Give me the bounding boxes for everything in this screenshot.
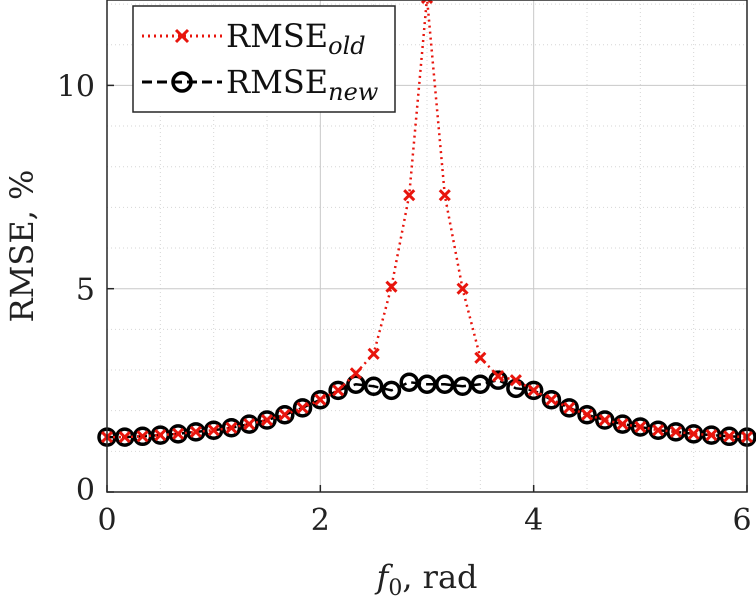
data-point-new	[292, 398, 313, 418]
data-point-old	[492, 370, 505, 383]
data-point-new	[381, 380, 402, 401]
data-point-old	[634, 420, 647, 434]
y-tick-label: 5	[76, 273, 95, 308]
data-point-old	[438, 189, 451, 202]
legend-box	[132, 5, 396, 113]
data-point-old	[456, 282, 469, 295]
data-point-old	[420, 0, 434, 5]
data-point-old	[332, 384, 345, 397]
data-point-new	[630, 417, 651, 437]
legend-label-old-sub: old	[328, 32, 366, 60]
data-point-old	[723, 430, 736, 443]
data-point-new	[346, 374, 366, 394]
legend-label-old: RMSEold	[226, 17, 366, 60]
legend-label-old-main: RMSE	[226, 17, 328, 55]
data-point-new	[257, 410, 277, 430]
data-point-new	[523, 380, 544, 401]
plot-frame	[106, 0, 748, 493]
data-point-old	[367, 347, 380, 360]
x-tick-label: 2	[311, 503, 330, 538]
x-tick-label: 0	[97, 503, 116, 538]
data-point-new	[559, 398, 579, 418]
data-point-old	[225, 421, 238, 434]
data-point-old	[616, 418, 629, 431]
legend: RMSEold RMSEnew	[132, 5, 396, 113]
data-point-new	[435, 374, 455, 394]
data-point-new	[612, 414, 633, 434]
legend-marker-new	[171, 71, 193, 93]
data-point-old	[385, 280, 398, 293]
data-point-old	[172, 427, 185, 440]
legend-label-new-sub: new	[328, 78, 379, 106]
legend-marker-old	[174, 28, 190, 44]
data-point-old	[474, 351, 487, 364]
data-point-old	[296, 401, 309, 414]
data-point-new	[221, 418, 242, 438]
data-point-new	[417, 374, 437, 394]
data-point-old	[314, 393, 327, 406]
data-point-new	[399, 372, 419, 392]
y-tick-label: 10	[57, 69, 95, 104]
data-point-old	[136, 430, 149, 443]
y-tick-label: 0	[76, 473, 95, 508]
x-axis-label-unit: , rad	[402, 558, 477, 596]
data-point-old	[687, 427, 700, 440]
x-axis-label-sub: 0	[388, 576, 402, 601]
data-point-old	[669, 425, 682, 438]
data-point-old	[207, 424, 220, 437]
data-point-old	[705, 429, 718, 442]
data-point-new	[452, 376, 473, 397]
data-point-new	[363, 376, 384, 397]
data-point-old	[349, 367, 362, 380]
y-axis-label: RMSE, %	[3, 170, 41, 323]
data-point-old	[154, 429, 167, 442]
data-point-new	[275, 404, 295, 425]
data-point-old	[278, 408, 291, 421]
data-point-old	[563, 401, 576, 414]
data-point-old	[189, 425, 202, 438]
data-point-old	[243, 418, 256, 431]
series-old	[100, 0, 754, 444]
x-axis-label: f0, rad	[374, 558, 477, 601]
data-point-new	[239, 414, 259, 434]
data-point-old	[652, 424, 665, 437]
data-point-old	[545, 393, 558, 406]
series-layer	[97, 0, 756, 447]
axis-ticks: 0 2 4 6 0 5 10	[57, 69, 752, 538]
x-tick-label: 4	[524, 503, 543, 538]
data-point-new	[577, 404, 597, 425]
data-point-old	[118, 431, 131, 444]
minor-grid	[107, 0, 747, 492]
data-point-old	[580, 408, 594, 421]
data-point-new	[470, 374, 491, 394]
data-point-new	[541, 389, 562, 410]
legend-label-new: RMSEnew	[226, 63, 379, 106]
x-tick-label: 6	[732, 503, 751, 538]
data-point-new	[328, 380, 348, 401]
data-point-old	[598, 413, 611, 427]
data-point-old	[403, 189, 416, 202]
data-point-new	[310, 389, 331, 410]
data-point-new	[488, 370, 508, 390]
data-point-new	[595, 410, 615, 430]
data-point-old	[509, 374, 522, 387]
legend-label-new-main: RMSE	[226, 63, 328, 101]
data-point-old	[527, 384, 540, 397]
data-point-old	[260, 413, 274, 427]
